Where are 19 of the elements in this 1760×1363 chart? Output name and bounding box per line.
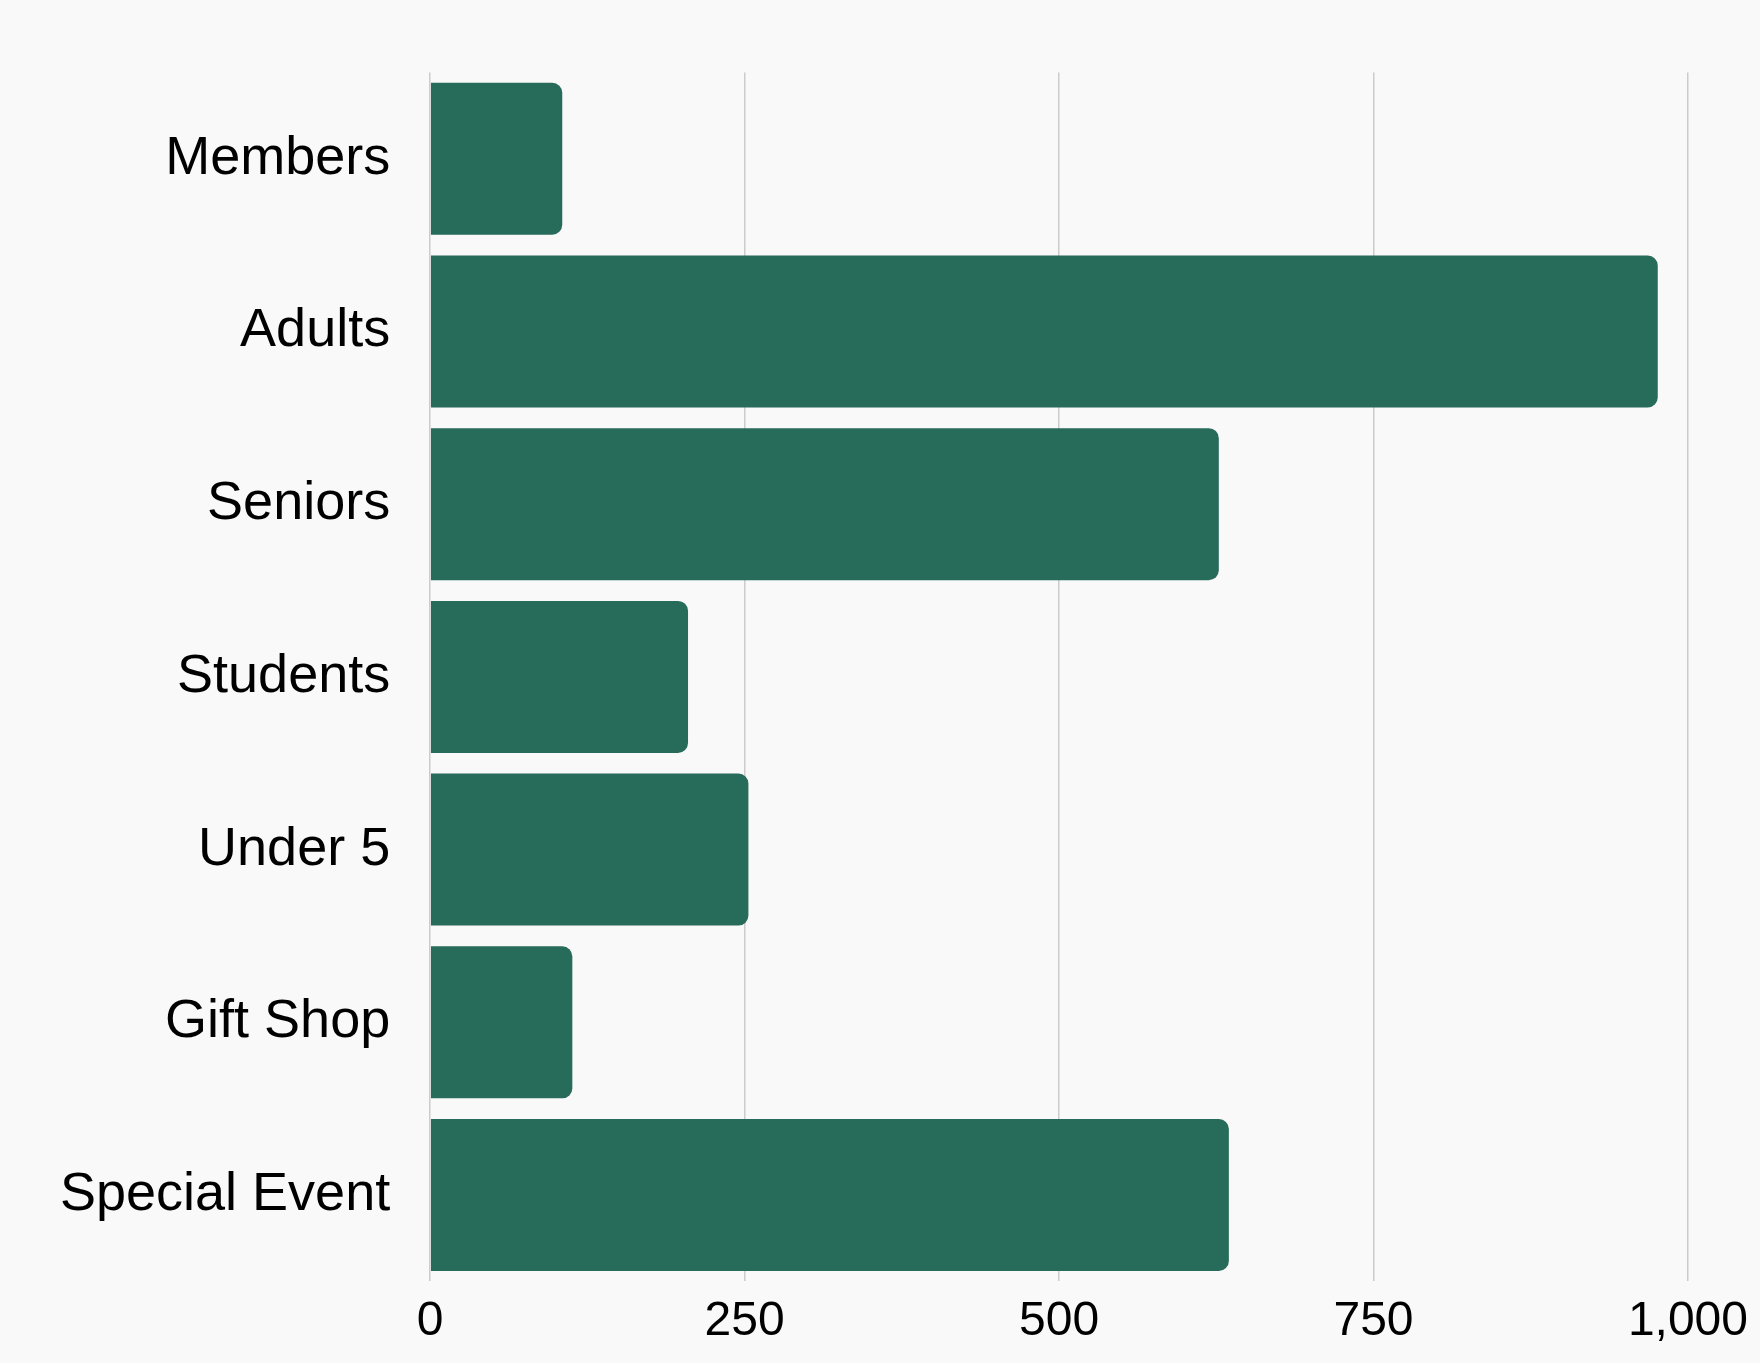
bar (430, 255, 1658, 408)
y-tick-label: Adults (240, 297, 391, 358)
x-tick-label: 250 (704, 1292, 785, 1346)
x-tick-label: 1,000 (1627, 1292, 1748, 1346)
bar (430, 1119, 1229, 1272)
bar (430, 946, 573, 1099)
y-tick-label: Special Event (59, 1160, 391, 1221)
bar (430, 82, 563, 235)
x-tick-label: 750 (1333, 1292, 1414, 1346)
y-tick-label: Students (177, 642, 391, 703)
y-tick-label: Seniors (207, 470, 391, 531)
bar (430, 428, 1219, 581)
bar (430, 600, 689, 753)
y-tick-label: Gift Shop (165, 988, 391, 1049)
x-tick-label: 500 (1019, 1292, 1100, 1346)
y-tick-label: Under 5 (198, 815, 391, 876)
y-tick-label: Members (165, 124, 391, 185)
x-tick-label: 0 (416, 1292, 444, 1346)
bar (430, 773, 749, 926)
